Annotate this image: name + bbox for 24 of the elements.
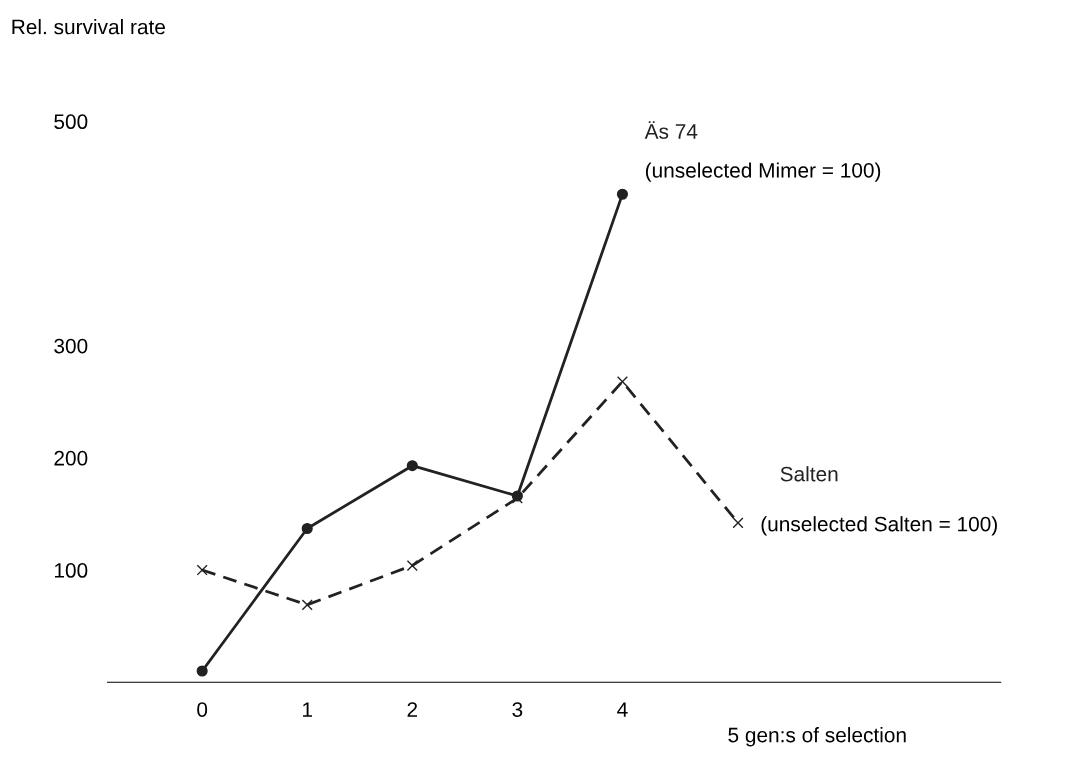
text: Äs 74 <box>644 121 698 139</box>
point <box>196 564 208 576</box>
point <box>301 599 313 611</box>
text: Salten <box>780 466 838 482</box>
point <box>406 559 418 572</box>
x-tick-label: 1 <box>303 702 313 717</box>
point <box>196 665 208 677</box>
x-tick-label: 2 <box>407 702 418 717</box>
x-axis-title: 5 gen:s of selection <box>728 727 906 747</box>
y-tick-label: 500 <box>54 114 88 130</box>
point <box>616 375 628 388</box>
y-tick-label: 100 <box>54 563 88 578</box>
annotation: (unselected Salten = 100) <box>761 516 997 536</box>
x-tick-label: 3 <box>512 702 523 717</box>
y-tick-label: 300 <box>54 338 88 354</box>
point <box>732 517 744 529</box>
y-tick-label: 200 <box>54 450 88 466</box>
y-axis-title: Rel. survival rate <box>12 19 165 35</box>
x-tick-label: 4 <box>617 702 628 717</box>
point <box>301 522 313 535</box>
x-tick-label: 0 <box>197 702 208 717</box>
annotation: (unselected Mimer = 100) <box>645 162 881 182</box>
point <box>406 460 418 472</box>
point <box>616 188 628 200</box>
